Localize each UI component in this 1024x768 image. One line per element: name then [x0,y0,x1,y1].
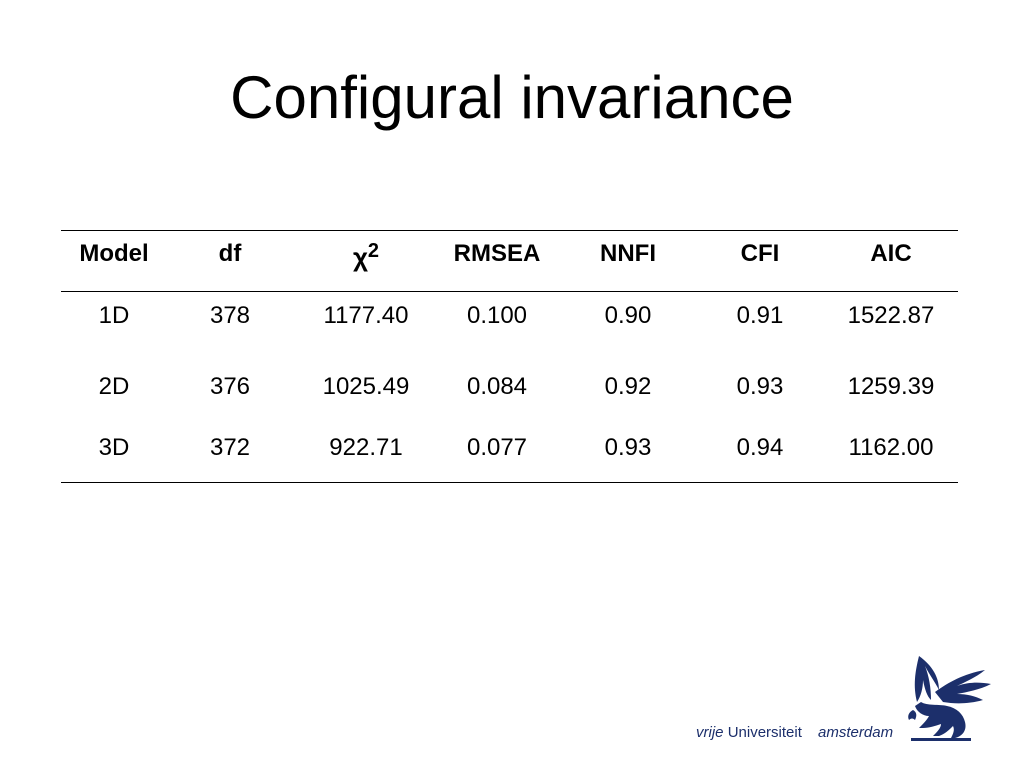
chi-symbol: χ [352,242,368,272]
cell-cfi: 0.94 [736,434,784,461]
table-header-row: Model df χ2 RMSEA NNFI CFI AIC [61,231,958,292]
cell-rmsea: 0.084 [466,373,528,400]
header-rmsea: RMSEA [453,240,541,267]
wordmark-universiteit: Universiteit [727,724,802,741]
cell-cfi: 0.91 [736,302,784,329]
wordmark-vrije: vrije [696,724,724,741]
header-aic: AIC [870,240,912,267]
cell-aic: 1162.00 [848,434,934,461]
cell-rmsea: 0.100 [466,302,528,329]
cell-model: 3D [98,434,130,461]
cell-chi-square: 1025.49 [322,373,410,400]
cell-cfi: 0.93 [736,373,784,400]
cell-df: 376 [209,373,251,400]
cell-nnfi: 0.90 [604,302,652,329]
fit-statistics-table: Model df χ2 RMSEA NNFI CFI AIC 1D 378 11… [61,230,958,483]
cell-chi-square: 1177.40 [323,302,409,329]
header-model: Model [79,240,149,267]
griffin-logo-icon [908,656,991,741]
university-wordmark: vrije Universiteit amsterdam [696,724,893,741]
cell-nnfi: 0.93 [604,434,652,461]
chi-superscript: 2 [367,240,380,262]
table-row: 2D 376 1025.49 0.084 0.92 0.93 1259.39 [61,354,958,420]
header-nnfi: NNFI [600,240,656,267]
slide-title: Configural invariance [230,64,794,131]
table-row: 3D 372 922.71 0.077 0.93 0.94 1162.00 [61,420,958,482]
cell-nnfi: 0.92 [604,373,652,400]
cell-df: 372 [209,434,251,461]
cell-model: 2D [98,373,130,400]
cell-model: 1D [98,302,130,329]
cell-df: 378 [209,302,251,329]
header-chi-square: χ2 [313,240,419,273]
wordmark-amsterdam: amsterdam [818,724,894,741]
header-cfi: CFI [740,240,780,267]
cell-chi-square: 922.71 [329,434,403,461]
cell-rmsea: 0.077 [466,434,528,461]
cell-aic: 1522.87 [847,302,935,329]
table-row: 1D 378 1177.40 0.100 0.90 0.91 1522.87 [61,292,958,354]
cell-aic: 1259.39 [847,373,935,400]
header-df: df [218,240,242,267]
